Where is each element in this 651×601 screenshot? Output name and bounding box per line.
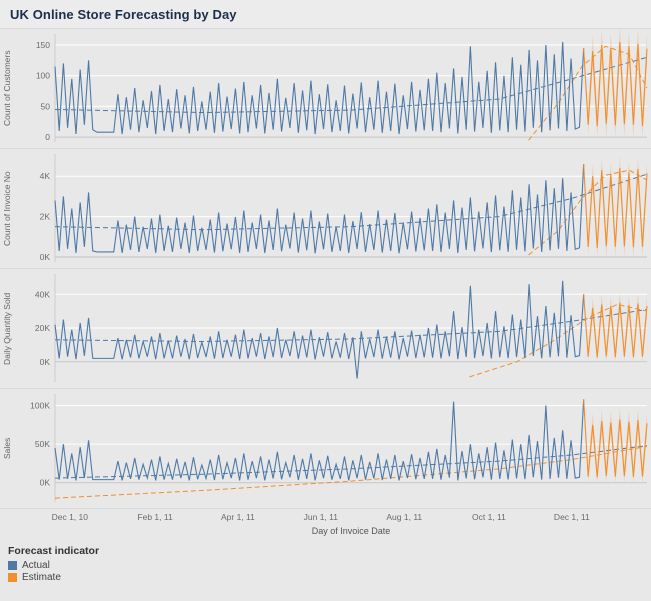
line-chart-sales[interactable]: 0K 50K 100K	[14, 389, 651, 508]
charts-area: Count of Customers 0 50 100 150 Count of In…	[0, 29, 651, 539]
y-tick-label: 50	[41, 101, 51, 111]
legend-item-actual[interactable]: Actual	[8, 560, 651, 571]
chart-panel-daily-quantity-sold: Daily Quantity Sold 0K 20K 40K	[0, 269, 651, 389]
actual-trend-line	[54, 308, 648, 343]
legend-item-estimate[interactable]: Estimate	[8, 572, 651, 583]
y-tick-label: 0	[45, 132, 50, 142]
actual-trend-line	[54, 56, 648, 114]
y-tick-label: 150	[36, 40, 50, 50]
y-tick-label: 2K	[40, 212, 51, 222]
estimate-trend-line	[469, 303, 648, 378]
estimate-line	[583, 41, 648, 127]
y-tick-label: 100K	[30, 401, 50, 411]
actual-line	[54, 399, 585, 481]
x-axis-tick: Aug 1, 11	[386, 512, 423, 522]
y-tick-label: 4K	[40, 171, 51, 181]
chart-panel-count-of-customers: Count of Customers 0 50 100 150	[0, 29, 651, 149]
y-tick-label: 50K	[35, 439, 50, 449]
y-tick-label: 40K	[35, 289, 50, 299]
estimate-swatch	[8, 573, 17, 582]
x-axis-tick: Oct 1, 11	[471, 512, 506, 522]
actual-swatch	[8, 561, 17, 570]
estimate-trend-line	[528, 45, 648, 141]
x-axis-tick: Dec 1, 10	[51, 512, 88, 522]
y-tick-label: 0K	[40, 357, 51, 367]
chart-panel-count-of-invoice-no: Count of Invoice No 0K 2K 4K	[0, 149, 651, 269]
y-tick-label: 20K	[35, 323, 50, 333]
y-tick-label: 0K	[40, 252, 51, 262]
legend-item-label: Actual	[22, 560, 50, 571]
x-axis-tick: Apr 1, 11	[220, 512, 255, 522]
estimate-trend-line	[528, 169, 648, 256]
title-bar: UK Online Store Forecasting by Day	[0, 0, 651, 29]
estimate-line	[583, 399, 648, 478]
x-axis-tick: Feb 1, 11	[137, 512, 173, 522]
forecast-indicator-legend: Forecast indicator Actual Estimate	[0, 539, 651, 583]
x-axis-tick: Jun 1, 11	[303, 512, 338, 522]
estimate-line	[583, 294, 648, 358]
actual-trend-line	[54, 173, 648, 231]
y-tick-label: 100	[36, 71, 50, 81]
actual-trend-line	[54, 445, 648, 479]
legend-title: Forecast indicator	[8, 545, 100, 557]
actual-line	[54, 280, 585, 379]
line-chart-daily-quantity-sold[interactable]: 0K 20K 40K	[14, 269, 651, 388]
y-axis-title: Count of Invoice No	[2, 171, 12, 246]
line-chart-count-of-invoice-no[interactable]: 0K 2K 4K	[14, 149, 651, 268]
y-axis-title: Count of Customers	[2, 50, 12, 127]
legend-item-label: Estimate	[22, 572, 61, 583]
line-chart-count-of-customers[interactable]: 0 50 100 150	[14, 29, 651, 148]
x-axis-tick: Dec 1, 11	[553, 512, 590, 522]
y-axis-title: Daily Quantity Sold	[2, 292, 12, 365]
page-title: UK Online Store Forecasting by Day	[10, 6, 237, 22]
estimate-line	[583, 164, 648, 248]
x-axis-title: Day of Invoice Date	[311, 526, 391, 536]
y-tick-label: 0K	[40, 478, 51, 488]
x-axis-ticks: Dec 1, 10 Feb 1, 11 Apr 1, 11 Jun 1, 11 Aug …	[0, 509, 651, 524]
actual-line	[54, 41, 585, 135]
chart-panel-sales: Sales 0K 50K 100K	[0, 389, 651, 509]
actual-line	[54, 164, 585, 254]
y-axis-title: Sales	[2, 437, 12, 460]
